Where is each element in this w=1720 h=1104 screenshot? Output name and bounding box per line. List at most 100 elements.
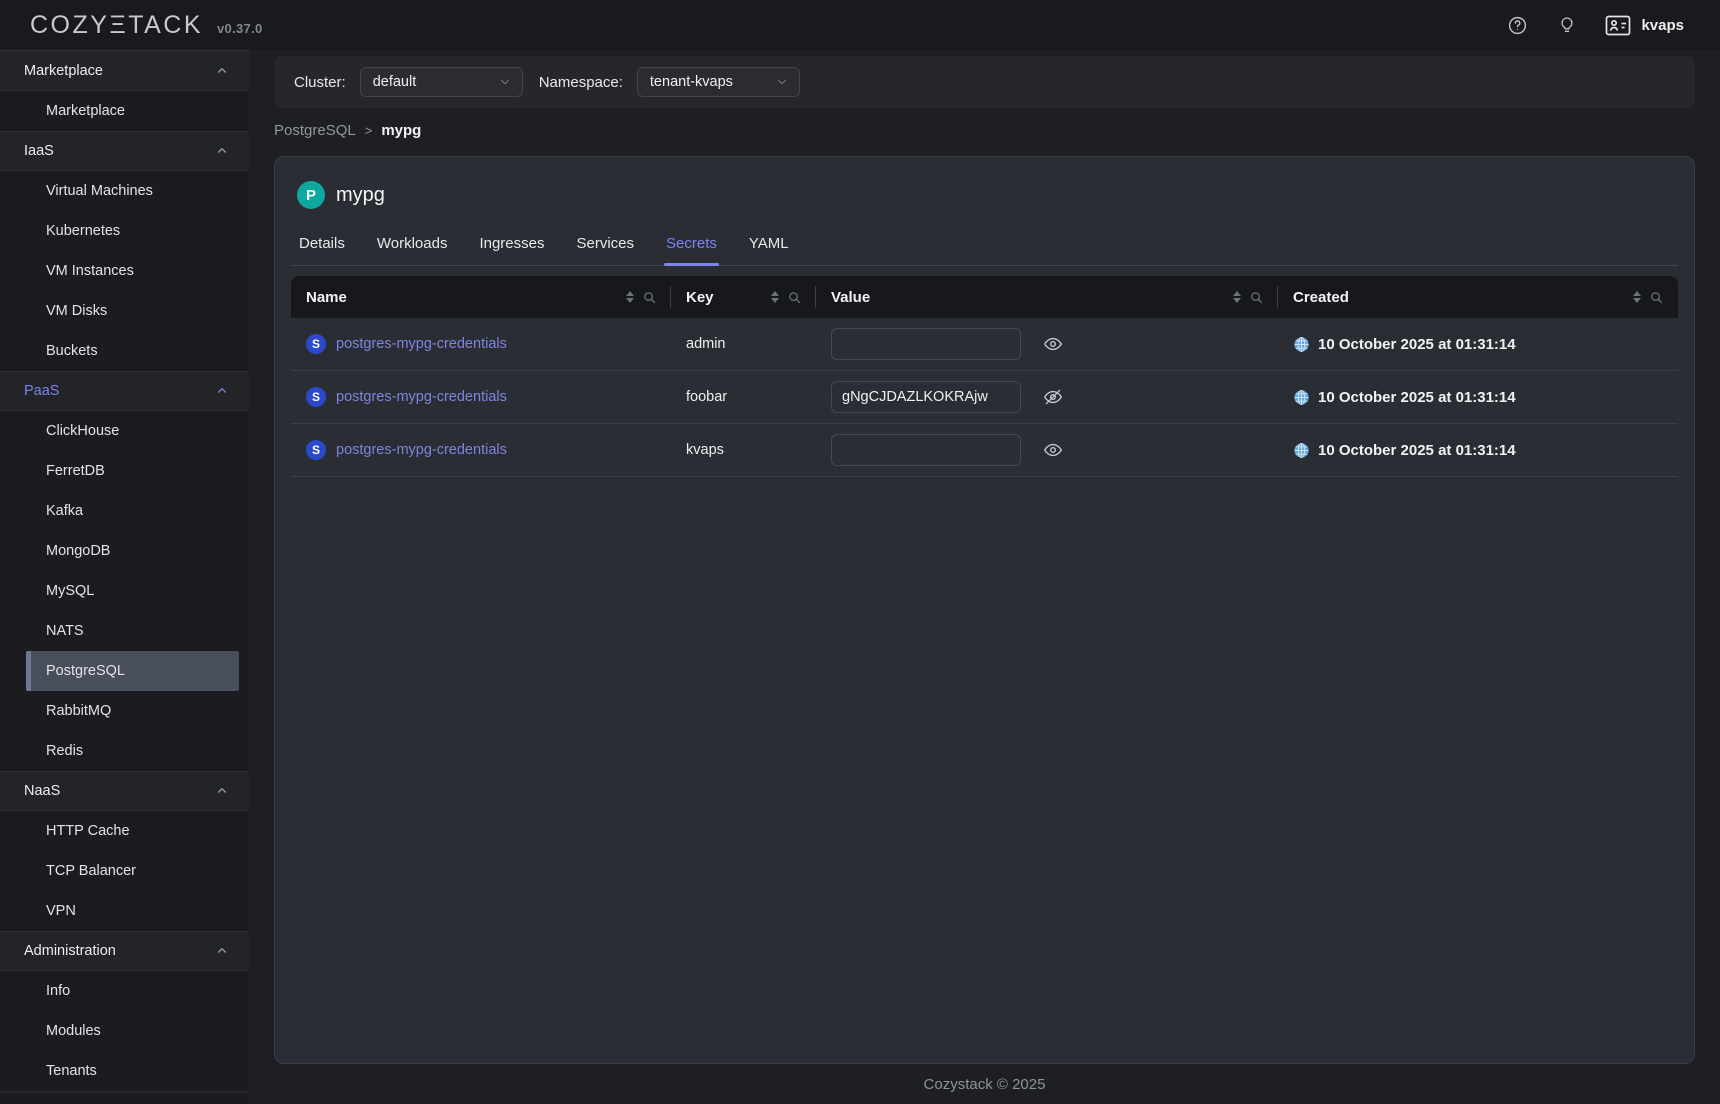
shell: Marketplace Marketplace IaaS Virtual Mac… — [0, 50, 1720, 1104]
tab-services[interactable]: Services — [576, 235, 635, 252]
sidebar-group-header-paas[interactable]: PaaS — [0, 371, 249, 411]
sort-arrows-icon[interactable] — [1233, 291, 1241, 303]
secret-value-input[interactable] — [831, 434, 1021, 466]
table-header: Name Key — [291, 276, 1678, 318]
secret-name-link[interactable]: postgres-mypg-credentials — [336, 442, 507, 458]
cell-created: 10 October 2025 at 01:31:14 — [1278, 371, 1678, 423]
sidebar-group-label: NaaS — [24, 783, 61, 799]
id-badge-icon — [1606, 15, 1631, 35]
tab-secrets[interactable]: Secrets — [664, 235, 719, 266]
chevron-up-icon — [215, 384, 229, 398]
sidebar-group-marketplace: Marketplace Marketplace — [0, 51, 249, 131]
sort-arrows-icon[interactable] — [626, 291, 634, 303]
sidebar-item-marketplace[interactable]: Marketplace — [46, 103, 125, 119]
lightbulb-icon[interactable] — [1555, 13, 1579, 37]
secret-name-link[interactable]: postgres-mypg-credentials — [336, 389, 507, 405]
eye-icon[interactable] — [1041, 332, 1065, 356]
sidebar-item-buckets[interactable]: Buckets — [46, 343, 98, 359]
sidebar-divider — [0, 1091, 249, 1094]
cell-value — [816, 424, 1278, 476]
breadcrumb-separator: > — [364, 122, 373, 138]
tab-workloads[interactable]: Workloads — [376, 235, 448, 252]
sidebar-item-postgresql[interactable]: PostgreSQL — [26, 651, 239, 691]
help-icon[interactable] — [1505, 13, 1529, 37]
secret-value-input[interactable] — [831, 328, 1021, 360]
tab-yaml[interactable]: YAML — [748, 235, 789, 252]
chevron-up-icon — [215, 784, 229, 798]
sidebar-group-header-administration[interactable]: Administration — [0, 931, 249, 971]
created-timestamp: 10 October 2025 at 01:31:14 — [1318, 388, 1516, 406]
sidebar-item-kafka[interactable]: Kafka — [46, 503, 84, 519]
search-icon[interactable] — [787, 290, 802, 305]
cluster-label: Cluster: — [294, 73, 346, 91]
sidebar-item-clickhouse[interactable]: ClickHouse — [46, 423, 120, 439]
cell-key: admin — [686, 336, 726, 352]
cluster-select[interactable]: default — [359, 67, 523, 97]
secret-value-input[interactable] — [831, 381, 1021, 413]
cozystack-logo[interactable]: COZYΞTACK v0.37.0 — [30, 11, 263, 40]
sidebar-item-http-cache[interactable]: HTTP Cache — [46, 823, 130, 839]
sidebar-item-nats[interactable]: NATS — [46, 623, 84, 639]
table-row: S postgres-mypg-credentials foobar — [291, 371, 1678, 424]
resource-card: P mypg Details Workloads Ingresses Servi… — [274, 156, 1695, 1064]
cluster-select-value: default — [372, 74, 417, 90]
sidebar-group-iaas: IaaS Virtual Machines Kubernetes VM Inst… — [0, 131, 249, 371]
search-icon[interactable] — [1249, 290, 1264, 305]
sidebar-item-kubernetes[interactable]: Kubernetes — [46, 223, 121, 239]
resource-header: P mypg — [297, 181, 1678, 209]
copyright-text: Cozystack © 2025 — [923, 1075, 1046, 1093]
sidebar-group-header-iaas[interactable]: IaaS — [0, 131, 249, 171]
sidebar-item-redis[interactable]: Redis — [46, 743, 84, 759]
topbar-actions: kvaps — [1505, 13, 1684, 37]
tab-ingresses[interactable]: Ingresses — [479, 235, 545, 252]
sidebar-item-modules[interactable]: Modules — [46, 1023, 101, 1039]
namespace-select[interactable]: tenant-kvaps — [636, 67, 800, 97]
globe-icon — [1294, 442, 1309, 458]
column-header-name: Name — [291, 276, 671, 318]
sidebar-item-mongodb[interactable]: MongoDB — [46, 543, 111, 559]
sidebar-group-label: PaaS — [24, 383, 60, 399]
secret-avatar: S — [306, 440, 326, 460]
sidebar-group-header-naas[interactable]: NaaS — [0, 771, 249, 811]
eye-icon[interactable] — [1041, 438, 1065, 462]
sidebar-item-tenants[interactable]: Tenants — [46, 1063, 97, 1079]
namespace-select-value: tenant-kvaps — [649, 74, 733, 90]
cell-name: S postgres-mypg-credentials — [291, 371, 671, 423]
main-content: Cluster: default Namespace: tenant-kvaps… — [249, 50, 1720, 1104]
sidebar-group-header-marketplace[interactable]: Marketplace — [0, 51, 249, 91]
sidebar-item-vpn[interactable]: VPN — [46, 903, 76, 919]
sidebar-item-vm-instances[interactable]: VM Instances — [46, 263, 134, 279]
sidebar-item-mysql[interactable]: MySQL — [46, 583, 95, 599]
sidebar-group-label: Marketplace — [24, 62, 103, 79]
eye-off-icon[interactable] — [1041, 385, 1065, 409]
secrets-table: Name Key — [291, 276, 1678, 477]
search-icon[interactable] — [1649, 290, 1664, 305]
sidebar-item-rabbitmq[interactable]: RabbitMQ — [46, 703, 112, 719]
sidebar-item-vm-disks[interactable]: VM Disks — [46, 303, 108, 319]
chevron-up-icon — [215, 944, 229, 958]
sidebar-group-label: Administration — [24, 943, 116, 959]
namespace-label: Namespace: — [538, 73, 623, 91]
tab-details[interactable]: Details — [299, 235, 345, 252]
sidebar-item-virtual-machines[interactable]: Virtual Machines — [46, 183, 153, 199]
table-row: S postgres-mypg-credentials admin — [291, 318, 1678, 371]
search-icon[interactable] — [642, 290, 657, 305]
breadcrumb: PostgreSQL > mypg — [274, 118, 1695, 142]
sidebar-item-ferretdb[interactable]: FerretDB — [46, 463, 105, 479]
cell-created: 10 October 2025 at 01:31:14 — [1278, 424, 1678, 476]
secret-name-link[interactable]: postgres-mypg-credentials — [336, 336, 507, 352]
sort-arrows-icon[interactable] — [771, 291, 779, 303]
user-menu[interactable]: kvaps — [1605, 15, 1684, 36]
column-header-key: Key — [671, 276, 816, 318]
sidebar-item-info[interactable]: Info — [46, 983, 71, 999]
sidebar-item-tcp-balancer[interactable]: TCP Balancer — [46, 863, 136, 879]
breadcrumb-postgresql[interactable]: PostgreSQL — [274, 121, 356, 139]
chevron-up-icon — [215, 64, 229, 78]
sort-arrows-icon[interactable] — [1633, 291, 1641, 303]
created-timestamp: 10 October 2025 at 01:31:14 — [1318, 441, 1516, 459]
globe-icon — [1294, 336, 1309, 352]
secret-avatar: S — [306, 387, 326, 407]
cell-key: kvaps — [686, 442, 724, 458]
sidebar-group-naas: NaaS HTTP Cache TCP Balancer VPN — [0, 771, 249, 931]
chevron-down-icon — [498, 75, 512, 89]
